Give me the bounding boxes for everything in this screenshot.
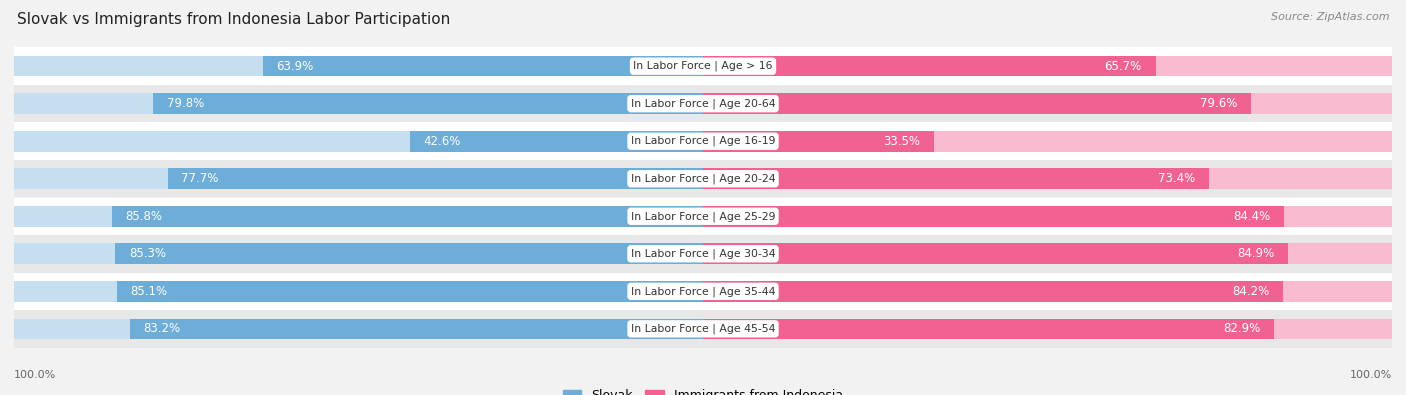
Text: 100.0%: 100.0%: [14, 370, 56, 380]
Text: In Labor Force | Age 16-19: In Labor Force | Age 16-19: [631, 136, 775, 147]
Bar: [703, 56, 1392, 77]
Text: 77.7%: 77.7%: [181, 172, 219, 185]
Bar: [14, 122, 1392, 160]
Bar: [703, 168, 1392, 189]
Bar: [703, 168, 1209, 189]
Bar: [14, 131, 703, 152]
Bar: [703, 93, 1251, 114]
Bar: [117, 281, 703, 302]
Bar: [14, 243, 703, 264]
Text: 63.9%: 63.9%: [277, 60, 314, 73]
Text: 42.6%: 42.6%: [423, 135, 461, 148]
Bar: [14, 273, 1392, 310]
Bar: [703, 93, 1392, 114]
Text: 85.1%: 85.1%: [131, 285, 167, 298]
Text: In Labor Force | Age 30-34: In Labor Force | Age 30-34: [631, 248, 775, 259]
Bar: [14, 85, 1392, 122]
Bar: [129, 318, 703, 339]
Text: In Labor Force | Age 20-24: In Labor Force | Age 20-24: [631, 173, 775, 184]
Text: In Labor Force | Age 45-54: In Labor Force | Age 45-54: [631, 324, 775, 334]
Text: 33.5%: 33.5%: [883, 135, 920, 148]
Text: 85.8%: 85.8%: [125, 210, 163, 223]
Bar: [703, 318, 1392, 339]
Bar: [115, 243, 703, 264]
Bar: [14, 281, 703, 302]
Text: 79.8%: 79.8%: [167, 97, 204, 110]
Bar: [14, 160, 1392, 198]
Text: 79.6%: 79.6%: [1201, 97, 1237, 110]
Bar: [167, 168, 703, 189]
Bar: [112, 206, 703, 227]
Text: In Labor Force | Age 25-29: In Labor Force | Age 25-29: [631, 211, 775, 222]
Bar: [14, 318, 703, 339]
Bar: [14, 198, 1392, 235]
Text: 73.4%: 73.4%: [1157, 172, 1195, 185]
Bar: [14, 206, 703, 227]
Text: In Labor Force | Age 35-44: In Labor Force | Age 35-44: [631, 286, 775, 297]
Text: Source: ZipAtlas.com: Source: ZipAtlas.com: [1271, 12, 1389, 22]
Bar: [703, 281, 1392, 302]
Bar: [263, 56, 703, 77]
Text: In Labor Force | Age > 16: In Labor Force | Age > 16: [633, 61, 773, 71]
Bar: [703, 281, 1284, 302]
Text: 84.2%: 84.2%: [1232, 285, 1270, 298]
Bar: [703, 206, 1285, 227]
Bar: [703, 206, 1392, 227]
Text: In Labor Force | Age 20-64: In Labor Force | Age 20-64: [631, 98, 775, 109]
Bar: [14, 47, 1392, 85]
Text: 100.0%: 100.0%: [1350, 370, 1392, 380]
Bar: [153, 93, 703, 114]
Text: 85.3%: 85.3%: [129, 247, 166, 260]
Text: 84.4%: 84.4%: [1233, 210, 1271, 223]
Bar: [703, 131, 934, 152]
Text: 82.9%: 82.9%: [1223, 322, 1260, 335]
Legend: Slovak, Immigrants from Indonesia: Slovak, Immigrants from Indonesia: [558, 384, 848, 395]
Bar: [14, 235, 1392, 273]
Bar: [703, 318, 1274, 339]
Text: 84.9%: 84.9%: [1237, 247, 1274, 260]
Bar: [703, 56, 1156, 77]
Bar: [409, 131, 703, 152]
Text: 65.7%: 65.7%: [1105, 60, 1142, 73]
Bar: [14, 56, 703, 77]
Bar: [14, 310, 1392, 348]
Bar: [703, 243, 1288, 264]
Text: 83.2%: 83.2%: [143, 322, 181, 335]
Text: Slovak vs Immigrants from Indonesia Labor Participation: Slovak vs Immigrants from Indonesia Labo…: [17, 12, 450, 27]
Bar: [703, 243, 1392, 264]
Bar: [703, 131, 1392, 152]
Bar: [14, 168, 703, 189]
Bar: [14, 93, 703, 114]
